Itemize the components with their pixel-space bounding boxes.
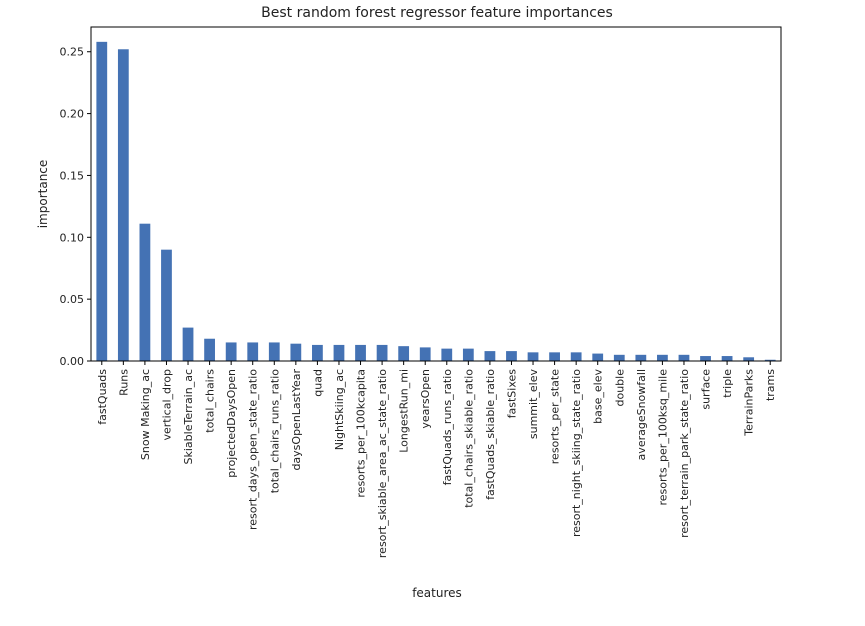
- bar-resort_days_open_state_ratio: [247, 342, 259, 361]
- bar-daysOpenLastYear: [290, 343, 302, 361]
- x-tick-label: base_elev: [592, 369, 605, 424]
- bar-averageSnowfall: [635, 354, 647, 361]
- bar-projectedDaysOpen: [225, 342, 237, 361]
- x-tick-label: fastSixes: [505, 369, 518, 419]
- bar-vertical_drop: [161, 249, 172, 361]
- bar-base_elev: [592, 353, 604, 361]
- x-tick-label: SkiableTerrain_ac: [182, 369, 195, 464]
- x-tick-label: yearsOpen: [419, 369, 432, 429]
- x-tick-label: resort_terrain_park_state_ratio: [678, 369, 691, 538]
- x-tick-label: total_chairs_skiable_ratio: [462, 369, 475, 508]
- bar-LongestRun_mi: [398, 346, 410, 361]
- bar-NightSkiing_ac: [333, 344, 345, 361]
- bar-total_chairs_skiable_ratio: [462, 348, 474, 361]
- x-tick-label: trams: [764, 369, 777, 401]
- bars-group: [96, 41, 776, 362]
- x-tick-label: quad: [311, 369, 324, 397]
- x-tick-label: fastQuads: [96, 369, 109, 425]
- bar-total_chairs: [204, 338, 215, 361]
- x-tick-label: total_chairs: [204, 369, 217, 433]
- bar-surface: [700, 356, 711, 361]
- x-axis-label: features: [412, 586, 462, 600]
- bar-resorts_per_state: [549, 352, 560, 361]
- x-axis: fastQuads Runs Snow Making_ac vertical_drop…: [96, 361, 777, 558]
- x-tick-label: resort_days_open_state_ratio: [247, 369, 260, 530]
- bar-fastQuads: [96, 41, 108, 362]
- x-tick-label: NightSkiing_ac: [333, 369, 346, 450]
- bar-fastQuads_skiable_ratio: [484, 351, 496, 361]
- y-axis-label: importance: [36, 160, 50, 229]
- bar-fastQuads_runs_ratio: [441, 348, 453, 361]
- x-tick-label: projectedDaysOpen: [225, 369, 238, 478]
- bar-TerrainParks: [743, 357, 755, 361]
- y-tick-label: 0.15: [60, 169, 85, 182]
- chart-title: Best random forest regressor feature imp…: [261, 5, 613, 21]
- bar-resorts_per_100ksq_mile: [657, 354, 668, 361]
- bar-double: [613, 354, 625, 361]
- y-tick-label: 0.00: [60, 355, 85, 368]
- x-tick-label: TerrainParks: [743, 369, 756, 437]
- bar-resort_night_skiing_state_ratio: [570, 352, 582, 361]
- bar-Snow Making_ac: [139, 223, 151, 361]
- x-tick-label: averageSnowfall: [635, 369, 648, 460]
- y-tick-label: 0.10: [60, 231, 85, 244]
- bar-total_chairs_runs_ratio: [268, 342, 280, 361]
- bar-SkiableTerrain_ac: [182, 327, 194, 361]
- x-tick-label: total_chairs_runs_ratio: [268, 369, 281, 494]
- x-tick-label: fastQuads_skiable_ratio: [484, 369, 497, 500]
- bar-resort_skiable_area_ac_state_ratio: [376, 344, 388, 361]
- x-tick-label: summit_elev: [527, 369, 540, 440]
- bar-yearsOpen: [419, 347, 431, 361]
- x-tick-label: double: [613, 369, 626, 407]
- x-tick-label: surface: [700, 369, 713, 410]
- bar-Runs: [117, 49, 129, 362]
- y-tick-label: 0.05: [60, 293, 85, 306]
- x-tick-label: Runs: [117, 369, 130, 396]
- x-tick-label: vertical_drop: [160, 369, 173, 441]
- y-axis: 0.00 0.05 0.10 0.15 0.20 0.25: [60, 46, 91, 368]
- bar-fastSixes: [506, 351, 517, 361]
- bar-resort_terrain_park_state_ratio: [678, 354, 690, 361]
- bar-quad: [312, 344, 323, 361]
- x-tick-label: LongestRun_mi: [398, 369, 411, 453]
- y-tick-label: 0.25: [60, 46, 85, 59]
- x-tick-label: triple: [721, 369, 734, 398]
- x-tick-label: resorts_per_100kcapita: [355, 369, 368, 498]
- x-tick-label: resort_skiable_area_ac_state_ratio: [376, 369, 389, 558]
- plot-frame: [90, 26, 782, 362]
- bar-resorts_per_100kcapita: [355, 344, 366, 361]
- x-tick-label: resort_night_skiing_state_ratio: [570, 369, 583, 537]
- bar-trams: [764, 359, 776, 361]
- x-tick-label: fastQuads_runs_ratio: [441, 369, 454, 486]
- x-tick-label: resorts_per_100ksq_mile: [656, 369, 669, 506]
- bar-triple: [721, 356, 733, 361]
- bar-summit_elev: [527, 352, 539, 361]
- x-tick-label: Snow Making_ac: [139, 369, 152, 460]
- x-tick-label: resorts_per_state: [549, 369, 562, 464]
- x-tick-label: daysOpenLastYear: [290, 369, 303, 471]
- y-tick-label: 0.20: [60, 108, 85, 121]
